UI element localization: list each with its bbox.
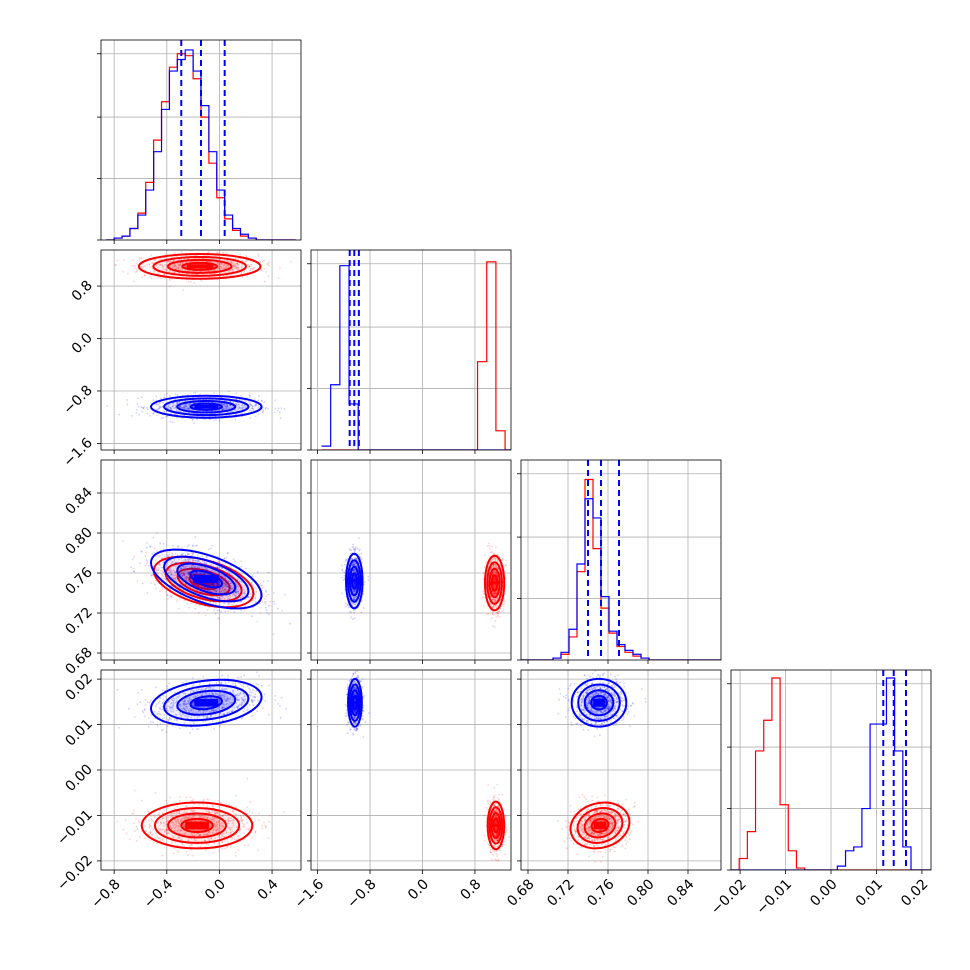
- scatter-red: [116, 777, 285, 857]
- panel-content: [101, 670, 301, 870]
- axes-frame: [310, 459, 512, 661]
- y-tick-label: 0.72: [62, 605, 95, 638]
- y-tick-label: 0.0: [69, 330, 96, 357]
- density-peak-red: [593, 821, 607, 830]
- panel-content: [731, 670, 931, 870]
- density-peak-red: [490, 824, 502, 827]
- x-tick-label: −1.6: [292, 876, 327, 911]
- histogram-panel-2: [517, 459, 722, 664]
- x-tick-label: 0.0: [202, 876, 229, 903]
- density-peak-red: [488, 581, 501, 585]
- x-tick-label: 0.80: [624, 876, 657, 909]
- x-tick-label: 0.8: [457, 876, 484, 903]
- contour-blue: [347, 677, 363, 728]
- x-tick-label: −0.01: [754, 876, 796, 918]
- y-tick-label: −1.6: [60, 435, 95, 470]
- scatter-blue: [344, 670, 370, 738]
- scatter-panel-1-3: [307, 669, 512, 874]
- x-tick-label: 0.02: [898, 876, 931, 909]
- density-peak-blue: [194, 404, 219, 409]
- panel-content: [311, 460, 511, 660]
- x-tick-label: 0.00: [807, 876, 840, 909]
- y-tick-label: 0.68: [62, 645, 95, 678]
- histogram-red: [521, 478, 721, 660]
- y-tick-label: 0.84: [62, 484, 95, 517]
- density-peak-blue: [348, 579, 361, 583]
- scatter-blue: [557, 670, 647, 737]
- panel-content: [101, 40, 301, 240]
- scatter-panel-0-1: [97, 249, 302, 454]
- y-tick-label: 0.76: [62, 564, 95, 597]
- scatter-blue: [341, 537, 370, 621]
- x-tick-label: 0.84: [664, 876, 697, 909]
- panel-content: [311, 250, 511, 450]
- x-tick-label: 0.76: [584, 876, 617, 909]
- density-peak-blue: [349, 701, 361, 704]
- contour-red: [137, 252, 262, 280]
- scatter-panel-2-3: [517, 669, 722, 874]
- axes-frame: [100, 39, 302, 241]
- x-tick-label: −0.8: [344, 876, 379, 911]
- histogram-blue: [521, 498, 721, 660]
- x-tick-label: −0.02: [708, 876, 750, 918]
- y-tick-label: −0.02: [54, 852, 96, 894]
- contour-red: [483, 554, 506, 612]
- histogram-panel-3: [727, 669, 932, 874]
- axes-frame: [100, 249, 302, 451]
- histogram-red: [321, 261, 511, 450]
- contour-blue: [345, 552, 364, 610]
- density-peak-blue: [593, 698, 605, 707]
- scatter-red: [557, 793, 640, 863]
- scatter-blue: [130, 536, 292, 635]
- panel-content: [101, 250, 301, 450]
- contour-blue: [149, 678, 263, 727]
- scatter-panel-0-3: [97, 669, 302, 874]
- x-tick-label: 0.01: [853, 876, 886, 909]
- density-peak-blue: [193, 575, 219, 583]
- histogram-panel-1: [307, 249, 512, 454]
- contour-blue: [149, 548, 263, 610]
- y-tick-label: −0.01: [54, 807, 96, 849]
- contour-blue: [150, 394, 263, 419]
- panel-content: [311, 670, 511, 870]
- density-peak-red: [185, 821, 209, 830]
- scatter-red: [114, 250, 292, 291]
- panel-content: [101, 460, 301, 660]
- y-tick-label: 0.02: [62, 671, 95, 704]
- axes-frame: [520, 459, 722, 661]
- density-peak-blue: [194, 699, 219, 707]
- histogram-blue: [106, 49, 296, 240]
- histogram-blue: [731, 677, 931, 870]
- x-tick-label: −0.8: [88, 876, 123, 911]
- scatter-blue: [116, 671, 287, 734]
- axes-frame: [310, 249, 512, 451]
- y-tick-label: 0.8: [69, 278, 96, 305]
- axes-frame: [100, 459, 302, 661]
- histogram-blue: [321, 265, 511, 450]
- y-tick-label: 0.00: [62, 762, 95, 795]
- x-tick-label: −0.4: [141, 876, 176, 911]
- x-tick-label: 0.4: [255, 876, 282, 903]
- panel-content: [521, 670, 721, 870]
- x-tick-label: 0.72: [544, 876, 577, 909]
- density-peak-red: [186, 264, 213, 269]
- contour-red: [486, 800, 506, 851]
- scatter-panel-0-2: [97, 459, 302, 664]
- scatter-red: [482, 542, 507, 628]
- histogram-red: [731, 677, 931, 870]
- scatter-blue: [106, 390, 286, 425]
- x-tick-label: 0.68: [504, 876, 537, 909]
- scatter-panel-1-2: [307, 459, 512, 664]
- x-tick-label: 0.0: [405, 876, 432, 903]
- contour-red: [569, 801, 631, 850]
- contour-red: [140, 801, 254, 850]
- y-tick-label: 0.01: [62, 716, 95, 749]
- y-tick-label: −0.8: [60, 382, 95, 417]
- contour-blue: [570, 677, 628, 728]
- histogram-panel-0: [97, 39, 302, 244]
- panel-content: [521, 460, 721, 660]
- scatter-red: [483, 783, 510, 862]
- y-tick-label: 0.80: [62, 525, 95, 558]
